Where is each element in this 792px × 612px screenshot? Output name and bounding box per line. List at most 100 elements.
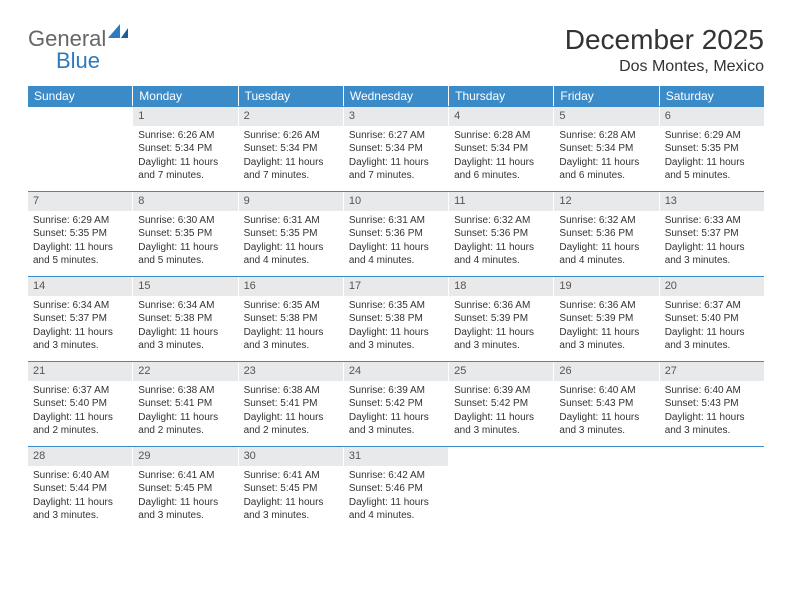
day-number: 11 xyxy=(449,192,553,211)
day-number: 2 xyxy=(239,107,343,126)
dow-cell: Sunday xyxy=(28,86,133,106)
sunset-line: Sunset: 5:42 PM xyxy=(454,397,548,411)
day-body: Sunrise: 6:32 AMSunset: 5:36 PMDaylight:… xyxy=(554,211,658,274)
day-body: Sunrise: 6:40 AMSunset: 5:43 PMDaylight:… xyxy=(660,381,764,444)
sunrise-line: Sunrise: 6:31 AM xyxy=(349,214,443,228)
sunrise-line: Sunrise: 6:30 AM xyxy=(138,214,232,228)
sunrise-line: Sunrise: 6:38 AM xyxy=(244,384,338,398)
daylight-line: Daylight: 11 hours and 3 minutes. xyxy=(665,411,759,438)
sunrise-line: Sunrise: 6:40 AM xyxy=(559,384,653,398)
empty-day-cell xyxy=(660,447,764,531)
day-number: 14 xyxy=(28,277,132,296)
daylight-line: Daylight: 11 hours and 4 minutes. xyxy=(454,241,548,268)
daylight-line: Daylight: 11 hours and 6 minutes. xyxy=(454,156,548,183)
day-number: 4 xyxy=(449,107,553,126)
day-cell: 26Sunrise: 6:40 AMSunset: 5:43 PMDayligh… xyxy=(554,362,659,446)
sunset-line: Sunset: 5:34 PM xyxy=(454,142,548,156)
day-body: Sunrise: 6:36 AMSunset: 5:39 PMDaylight:… xyxy=(449,296,553,359)
week-row: 14Sunrise: 6:34 AMSunset: 5:37 PMDayligh… xyxy=(28,276,764,361)
sunrise-line: Sunrise: 6:41 AM xyxy=(244,469,338,483)
day-body: Sunrise: 6:36 AMSunset: 5:39 PMDaylight:… xyxy=(554,296,658,359)
sunrise-line: Sunrise: 6:32 AM xyxy=(454,214,548,228)
sunrise-line: Sunrise: 6:35 AM xyxy=(244,299,338,313)
day-body: Sunrise: 6:26 AMSunset: 5:34 PMDaylight:… xyxy=(133,126,237,189)
location-label: Dos Montes, Mexico xyxy=(565,58,764,76)
day-number: 12 xyxy=(554,192,658,211)
sunset-line: Sunset: 5:34 PM xyxy=(138,142,232,156)
week-row: 28Sunrise: 6:40 AMSunset: 5:44 PMDayligh… xyxy=(28,446,764,531)
daylight-line: Daylight: 11 hours and 4 minutes. xyxy=(559,241,653,268)
day-body: Sunrise: 6:33 AMSunset: 5:37 PMDaylight:… xyxy=(660,211,764,274)
day-cell: 31Sunrise: 6:42 AMSunset: 5:46 PMDayligh… xyxy=(344,447,449,531)
sunrise-line: Sunrise: 6:39 AM xyxy=(349,384,443,398)
month-title: December 2025 xyxy=(565,24,764,56)
day-cell: 6Sunrise: 6:29 AMSunset: 5:35 PMDaylight… xyxy=(660,107,764,191)
day-cell: 10Sunrise: 6:31 AMSunset: 5:36 PMDayligh… xyxy=(344,192,449,276)
dow-cell: Friday xyxy=(554,86,659,106)
daylight-line: Daylight: 11 hours and 3 minutes. xyxy=(244,326,338,353)
day-cell: 8Sunrise: 6:30 AMSunset: 5:35 PMDaylight… xyxy=(133,192,238,276)
sunset-line: Sunset: 5:37 PM xyxy=(665,227,759,241)
day-number: 31 xyxy=(344,447,448,466)
daylight-line: Daylight: 11 hours and 3 minutes. xyxy=(33,326,127,353)
day-number: 9 xyxy=(239,192,343,211)
daylight-line: Daylight: 11 hours and 3 minutes. xyxy=(349,411,443,438)
daylight-line: Daylight: 11 hours and 2 minutes. xyxy=(33,411,127,438)
day-cell: 1Sunrise: 6:26 AMSunset: 5:34 PMDaylight… xyxy=(133,107,238,191)
daylight-line: Daylight: 11 hours and 3 minutes. xyxy=(138,496,232,523)
day-cell: 17Sunrise: 6:35 AMSunset: 5:38 PMDayligh… xyxy=(344,277,449,361)
day-number: 3 xyxy=(344,107,448,126)
daylight-line: Daylight: 11 hours and 5 minutes. xyxy=(33,241,127,268)
day-cell: 19Sunrise: 6:36 AMSunset: 5:39 PMDayligh… xyxy=(554,277,659,361)
sunset-line: Sunset: 5:35 PM xyxy=(244,227,338,241)
day-cell: 12Sunrise: 6:32 AMSunset: 5:36 PMDayligh… xyxy=(554,192,659,276)
empty-day-cell xyxy=(449,447,554,531)
day-number: 6 xyxy=(660,107,764,126)
sunrise-line: Sunrise: 6:33 AM xyxy=(665,214,759,228)
daylight-line: Daylight: 11 hours and 7 minutes. xyxy=(138,156,232,183)
day-number: 5 xyxy=(554,107,658,126)
sunset-line: Sunset: 5:34 PM xyxy=(349,142,443,156)
day-of-week-header: SundayMondayTuesdayWednesdayThursdayFrid… xyxy=(28,86,764,106)
sunset-line: Sunset: 5:35 PM xyxy=(138,227,232,241)
calendar-page: GeneralBlue December 2025 Dos Montes, Me… xyxy=(0,0,792,551)
day-cell: 22Sunrise: 6:38 AMSunset: 5:41 PMDayligh… xyxy=(133,362,238,446)
sunset-line: Sunset: 5:41 PM xyxy=(138,397,232,411)
day-body: Sunrise: 6:29 AMSunset: 5:35 PMDaylight:… xyxy=(28,211,132,274)
day-cell: 20Sunrise: 6:37 AMSunset: 5:40 PMDayligh… xyxy=(660,277,764,361)
day-number: 28 xyxy=(28,447,132,466)
day-body: Sunrise: 6:31 AMSunset: 5:35 PMDaylight:… xyxy=(239,211,343,274)
sunset-line: Sunset: 5:38 PM xyxy=(138,312,232,326)
day-cell: 15Sunrise: 6:34 AMSunset: 5:38 PMDayligh… xyxy=(133,277,238,361)
day-body: Sunrise: 6:28 AMSunset: 5:34 PMDaylight:… xyxy=(554,126,658,189)
sunset-line: Sunset: 5:43 PM xyxy=(665,397,759,411)
dow-cell: Tuesday xyxy=(239,86,344,106)
sunrise-line: Sunrise: 6:34 AM xyxy=(138,299,232,313)
sunset-line: Sunset: 5:42 PM xyxy=(349,397,443,411)
day-number: 24 xyxy=(344,362,448,381)
day-body: Sunrise: 6:35 AMSunset: 5:38 PMDaylight:… xyxy=(239,296,343,359)
dow-cell: Wednesday xyxy=(344,86,449,106)
day-body: Sunrise: 6:32 AMSunset: 5:36 PMDaylight:… xyxy=(449,211,553,274)
day-number: 25 xyxy=(449,362,553,381)
dow-cell: Saturday xyxy=(660,86,764,106)
sunrise-line: Sunrise: 6:27 AM xyxy=(349,129,443,143)
day-body: Sunrise: 6:40 AMSunset: 5:43 PMDaylight:… xyxy=(554,381,658,444)
daylight-line: Daylight: 11 hours and 3 minutes. xyxy=(665,326,759,353)
sunrise-line: Sunrise: 6:37 AM xyxy=(665,299,759,313)
dow-cell: Thursday xyxy=(449,86,554,106)
sunset-line: Sunset: 5:41 PM xyxy=(244,397,338,411)
sunset-line: Sunset: 5:36 PM xyxy=(454,227,548,241)
daylight-line: Daylight: 11 hours and 7 minutes. xyxy=(244,156,338,183)
day-body: Sunrise: 6:37 AMSunset: 5:40 PMDaylight:… xyxy=(660,296,764,359)
day-cell: 4Sunrise: 6:28 AMSunset: 5:34 PMDaylight… xyxy=(449,107,554,191)
daylight-line: Daylight: 11 hours and 3 minutes. xyxy=(559,326,653,353)
daylight-line: Daylight: 11 hours and 3 minutes. xyxy=(33,496,127,523)
sunrise-line: Sunrise: 6:34 AM xyxy=(33,299,127,313)
sunrise-line: Sunrise: 6:40 AM xyxy=(33,469,127,483)
day-number: 13 xyxy=(660,192,764,211)
daylight-line: Daylight: 11 hours and 2 minutes. xyxy=(244,411,338,438)
sunrise-line: Sunrise: 6:40 AM xyxy=(665,384,759,398)
day-body: Sunrise: 6:40 AMSunset: 5:44 PMDaylight:… xyxy=(28,466,132,529)
day-body: Sunrise: 6:41 AMSunset: 5:45 PMDaylight:… xyxy=(239,466,343,529)
